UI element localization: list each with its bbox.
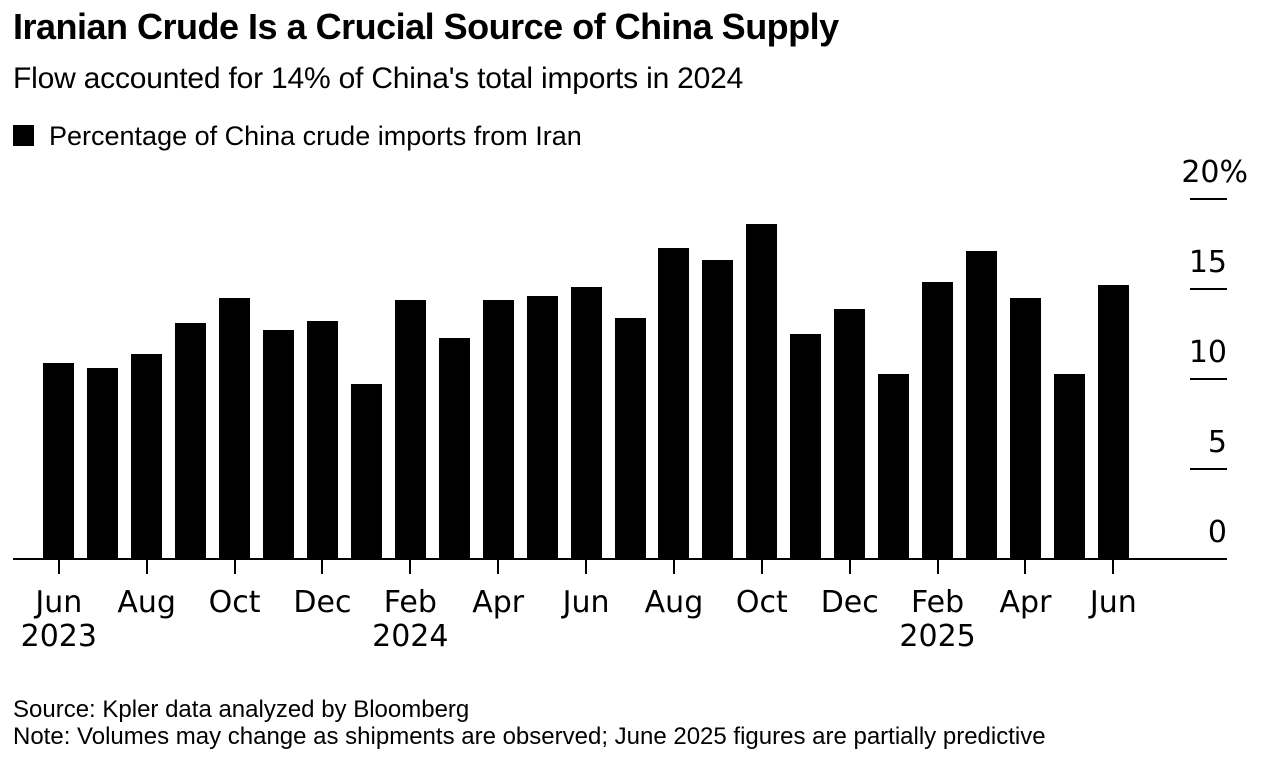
bar (438, 337, 470, 559)
y-axis-label: 0 (1207, 515, 1227, 550)
bar (570, 287, 602, 559)
source-note: Source: Kpler data analyzed by Bloomberg (13, 696, 470, 723)
x-axis-label: Jun (35, 585, 83, 620)
bar (966, 251, 998, 559)
bar (834, 308, 866, 559)
legend-label: Percentage of China crude imports from I… (49, 121, 582, 151)
bar (1053, 373, 1085, 559)
bar (526, 296, 558, 559)
y-axis-label: 10 (1188, 335, 1227, 370)
x-axis-tick (233, 560, 236, 574)
x-axis-label: Jun (562, 585, 610, 620)
x-axis-label: Aug (117, 585, 176, 620)
bar (306, 321, 338, 559)
bar (131, 353, 163, 559)
bar (1097, 285, 1129, 559)
bar (394, 299, 426, 559)
legend-swatch-icon (13, 125, 34, 146)
x-axis-label: Feb (911, 585, 965, 620)
bar (482, 299, 514, 559)
y-axis-tick (1190, 378, 1227, 380)
x-axis-year-label: 2023 (20, 619, 97, 654)
bar (87, 368, 119, 559)
x-axis-tick (936, 560, 939, 574)
x-axis-tick (57, 560, 60, 574)
x-axis-line (13, 558, 1227, 560)
x-axis-tick (1024, 560, 1027, 574)
page-title: Iranian Crude Is a Crucial Source of Chi… (13, 6, 839, 47)
footer: Source: Kpler data analyzed by Bloomberg… (13, 696, 1046, 750)
y-axis-label: 5 (1207, 425, 1227, 460)
bar (43, 362, 75, 559)
bar (1009, 298, 1041, 559)
y-axis-tick (1190, 468, 1227, 470)
x-axis-year-label: 2024 (372, 619, 449, 654)
y-axis-tick (1190, 198, 1227, 200)
x-axis-label: Jun (1089, 585, 1137, 620)
bar (350, 384, 382, 559)
x-axis-tick (321, 560, 324, 574)
bar (702, 260, 734, 559)
x-axis-tick (672, 560, 675, 574)
x-axis-tick (409, 560, 412, 574)
x-axis-label: Apr (472, 585, 525, 620)
x-axis-label: Aug (644, 585, 704, 620)
bar (614, 317, 646, 559)
bar (175, 323, 207, 559)
x-axis-label: Oct (735, 585, 788, 620)
x-axis-tick (848, 560, 851, 574)
x-axis-tick (585, 560, 588, 574)
x-axis-tick (760, 560, 763, 574)
bar (878, 373, 910, 559)
x-axis-label: Oct (208, 585, 261, 620)
x-axis-label: Apr (999, 585, 1052, 620)
x-axis-year-label: 2025 (899, 619, 976, 654)
bar (658, 247, 690, 559)
x-axis-label: Feb (383, 585, 437, 620)
y-axis-label: 20% (1181, 155, 1248, 190)
y-axis-label: 15 (1188, 245, 1227, 280)
x-axis-tick (497, 560, 500, 574)
bar (922, 281, 954, 559)
bar (746, 224, 778, 559)
x-axis-tick (1112, 560, 1115, 574)
bar (219, 298, 251, 559)
bar (263, 330, 294, 559)
bar (790, 334, 822, 559)
x-axis-label: Dec (293, 585, 352, 620)
x-axis-tick (145, 560, 148, 574)
page-subtitle: Flow accounted for 14% of China's total … (13, 62, 744, 95)
y-axis-tick (1190, 288, 1227, 290)
methodology-note: Note: Volumes may change as shipments ar… (13, 723, 1046, 750)
x-axis-label: Dec (820, 585, 879, 620)
